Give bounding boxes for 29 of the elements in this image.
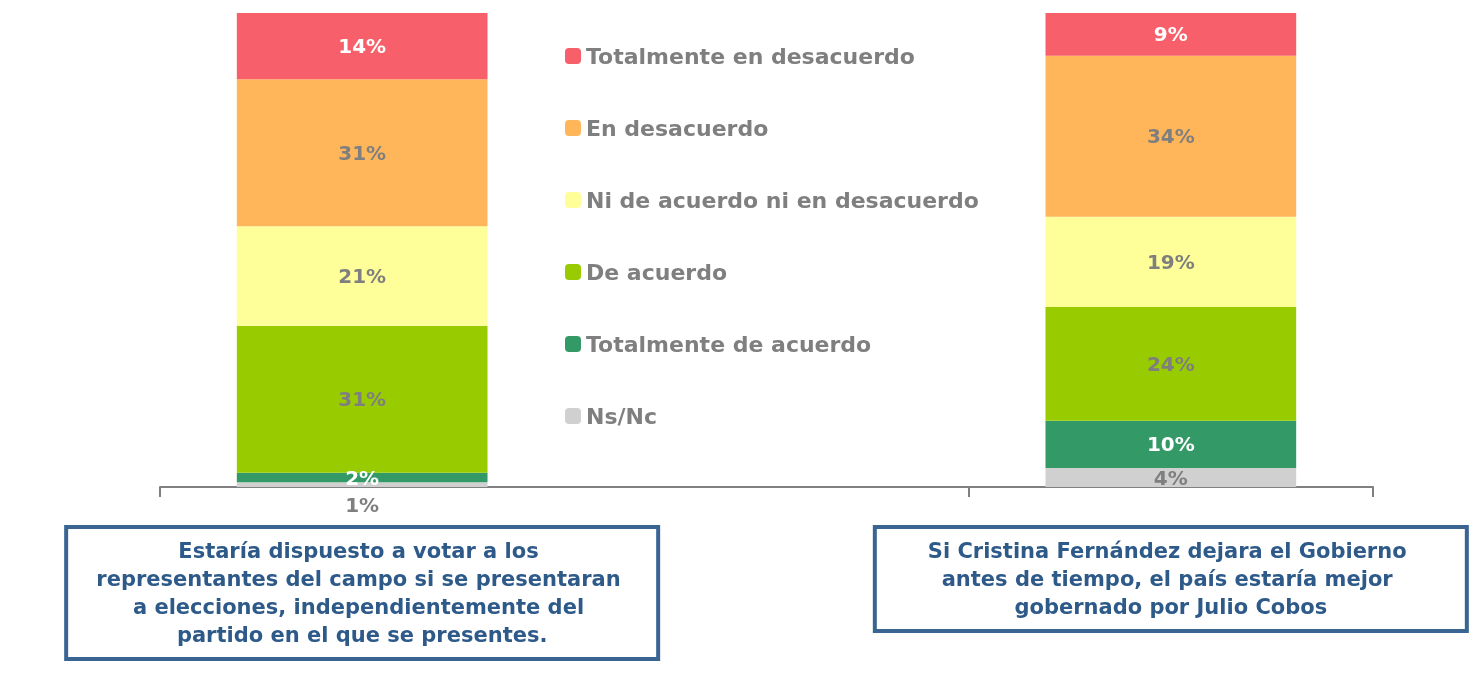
- legend-label: En desacuerdo: [586, 115, 769, 141]
- data-label: 31%: [338, 140, 387, 165]
- data-label: 31%: [338, 387, 387, 412]
- data-label: 24%: [1146, 351, 1195, 376]
- legend-label: De acuerdo: [586, 259, 728, 285]
- data-label: 19%: [1146, 249, 1195, 274]
- legend-label: Ns/Nc: [586, 403, 657, 429]
- bar: [1045, 13, 1297, 56]
- x-tick-label: Si Cristina Fernández dejara el Gobierno antes de tiempo, el país estaría mejor gobernado por Julio Cobos: [927, 539, 1414, 619]
- x-tick-label: Estaría dispuesto a votar a los representantes del campo si se presentaran a elecciones, independientemente del partido en el que se presentes.: [96, 539, 628, 647]
- data-label: 1%: [345, 493, 380, 517]
- bar: [1045, 216, 1297, 307]
- legend-label: Ni de acuerdo ni en desacuerdo: [586, 187, 979, 213]
- bar: [1045, 55, 1297, 217]
- data-label: 34%: [1146, 124, 1195, 149]
- bar: [1045, 306, 1297, 421]
- bar: [236, 226, 488, 326]
- data-label: 21%: [338, 264, 387, 289]
- data-label: 14%: [338, 34, 387, 59]
- bar: [236, 325, 488, 473]
- bar: [236, 13, 488, 80]
- data-label: 4%: [1153, 465, 1188, 490]
- legend-label: Totalmente de acuerdo: [586, 331, 872, 357]
- data-label: 9%: [1153, 22, 1188, 47]
- data-label: 10%: [1146, 432, 1195, 457]
- bar: [1045, 420, 1297, 469]
- legend-label: Totalmente en desacuerdo: [586, 43, 915, 69]
- bar: [236, 79, 488, 227]
- bar: [1045, 468, 1297, 487]
